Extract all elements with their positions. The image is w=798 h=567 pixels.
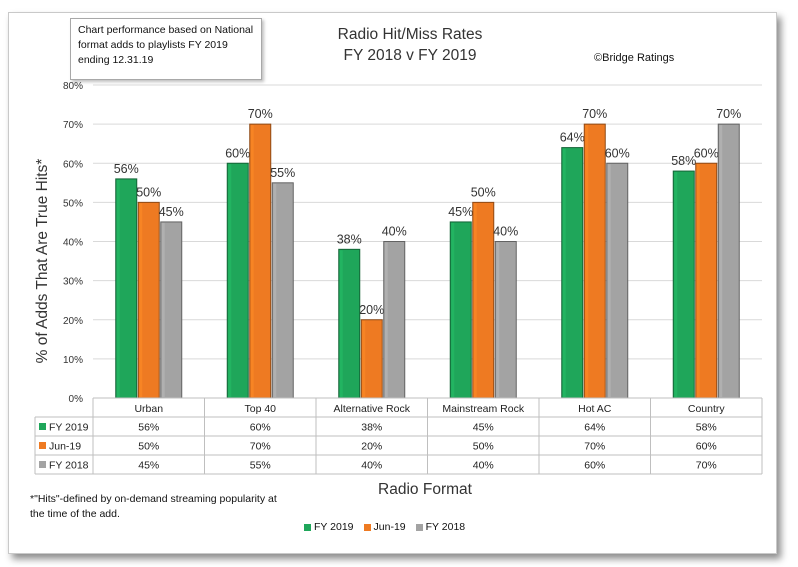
data-label: 20% <box>359 303 384 317</box>
legend-label: FY 2019 <box>314 521 354 533</box>
table-cell: 50% <box>473 441 494 453</box>
bar-highlight <box>674 172 678 397</box>
table-cell: 56% <box>138 422 159 434</box>
table-cell: 60% <box>250 422 271 434</box>
bar-highlight <box>585 125 589 397</box>
y-tick-label: 50% <box>63 198 83 209</box>
y-tick-label: 0% <box>69 394 84 405</box>
table-cell: 38% <box>361 422 382 434</box>
data-label: 60% <box>225 146 250 160</box>
table-series-name: FY 2019 <box>49 422 89 434</box>
chart-note: Chart performance based on National form… <box>70 18 262 80</box>
table-series-name: Jun-19 <box>49 441 81 453</box>
bar-highlight <box>273 183 277 397</box>
data-label: 60% <box>694 146 719 160</box>
category-label: Country <box>688 403 726 415</box>
bar-highlight <box>451 222 455 397</box>
table-legend-swatch <box>39 442 46 449</box>
bar-highlight <box>719 125 723 397</box>
y-tick-label: 30% <box>63 277 83 288</box>
data-label: 45% <box>159 205 184 219</box>
y-tick-label: 70% <box>63 120 83 131</box>
bar-highlight <box>384 242 388 397</box>
bar-highlight <box>116 179 120 397</box>
table-cell: 55% <box>250 460 271 472</box>
y-tick-label: 20% <box>63 316 83 327</box>
legend-item: FY 2019 <box>304 521 354 533</box>
table-cell: 45% <box>473 422 494 434</box>
legend-swatch <box>304 523 311 531</box>
table-cell: 20% <box>361 441 382 453</box>
category-label: Top 40 <box>244 403 276 415</box>
category-label: Urban <box>134 403 163 415</box>
data-label: 55% <box>270 166 295 180</box>
data-label: 45% <box>448 205 473 219</box>
table-cell: 45% <box>138 460 159 472</box>
table-cell: 60% <box>696 441 717 453</box>
data-label: 70% <box>582 107 607 121</box>
legend-item: Jun-19 <box>363 521 406 533</box>
bar-highlight <box>607 164 611 397</box>
legend: FY 2019 Jun-19 FY 2018 <box>304 521 465 533</box>
table-cell: 70% <box>250 441 271 453</box>
table-cell: 70% <box>696 460 717 472</box>
table-cell: 64% <box>584 422 605 434</box>
table-series-name: FY 2018 <box>49 460 89 472</box>
data-label: 70% <box>248 107 273 121</box>
data-label: 38% <box>337 232 362 246</box>
bar-highlight <box>696 164 700 397</box>
data-label: 56% <box>114 162 139 176</box>
bar-highlight <box>161 222 165 397</box>
footnote: *"Hits"-defined by on-demand streaming p… <box>30 493 277 520</box>
table-legend-swatch <box>39 461 46 468</box>
table-cell: 58% <box>696 422 717 434</box>
bar-highlight <box>139 203 143 397</box>
table-cell: 70% <box>584 441 605 453</box>
credit-text: ©Bridge Ratings <box>594 52 675 64</box>
y-tick-label: 10% <box>63 355 83 366</box>
data-label: 64% <box>560 131 585 145</box>
legend-label: Jun-19 <box>373 521 406 533</box>
category-label: Mainstream Rock <box>442 403 524 415</box>
chart-title: Radio Hit/Miss Rates <box>337 26 483 43</box>
data-label: 40% <box>493 225 518 239</box>
bar-highlight <box>496 242 500 397</box>
legend-swatch <box>363 523 371 531</box>
table-legend-swatch <box>39 423 46 430</box>
bar-highlight <box>562 148 566 397</box>
bar-highlight <box>250 125 254 397</box>
data-label: 50% <box>136 185 161 199</box>
category-label: Hot AC <box>578 403 612 415</box>
table-cell: 60% <box>584 460 605 472</box>
table-cell: 40% <box>473 460 494 472</box>
bar-highlight <box>362 320 366 397</box>
data-label: 70% <box>716 107 741 121</box>
legend-swatch <box>415 523 423 531</box>
y-tick-label: 60% <box>63 159 83 170</box>
table-cell: 50% <box>138 441 159 453</box>
legend-label: FY 2018 <box>425 521 466 533</box>
data-label: 60% <box>605 146 630 160</box>
bar-highlight <box>228 164 232 397</box>
chart-subtitle: FY 2018 v FY 2019 <box>343 47 477 64</box>
y-tick-label: 40% <box>63 238 83 249</box>
table-cell: 40% <box>361 460 382 472</box>
x-axis-label: Radio Format <box>378 481 472 498</box>
y-tick-label: 80% <box>63 81 83 92</box>
bar-highlight <box>339 250 343 397</box>
legend-item: FY 2018 <box>415 521 466 533</box>
bar-highlight <box>473 203 477 397</box>
category-label: Alternative Rock <box>334 403 411 415</box>
data-label: 40% <box>382 225 407 239</box>
data-label: 50% <box>471 185 496 199</box>
data-label: 58% <box>671 154 696 168</box>
